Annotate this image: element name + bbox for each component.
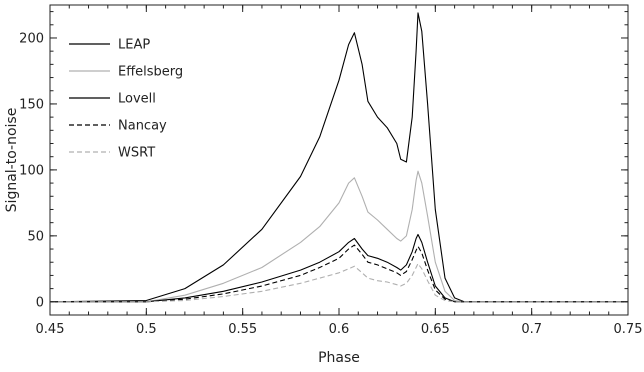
x-tick-label: 0.45: [36, 322, 65, 337]
legend-label-nancay: Nancay: [118, 119, 167, 134]
series-line-lovell: [50, 233, 628, 303]
series-line-leap: [49, 12, 628, 303]
x-axis-ticks: 0.45 0.5 0.55 0.6 0.65 0.7 0.75: [36, 5, 643, 337]
y-tick-label: 150: [19, 97, 44, 112]
x-tick-label: 0.6: [329, 322, 350, 337]
x-tick-label: 0.55: [228, 322, 257, 337]
series-layer: [49, 12, 628, 303]
legend: LEAP Effelsberg Lovell Nancay WSRT: [69, 38, 183, 161]
y-axis-ticks: 0 50 100 150 200: [19, 11, 628, 316]
x-tick-label: 0.5: [136, 322, 157, 337]
x-tick-label: 0.75: [614, 322, 643, 337]
x-axis-label: Phase: [318, 350, 360, 366]
series-line-effelsberg: [50, 170, 628, 303]
y-tick-label: 0: [36, 295, 44, 310]
y-tick-label: 100: [19, 163, 44, 178]
legend-label-leap: LEAP: [118, 38, 150, 53]
y-axis-label: Signal-to-noise: [4, 108, 20, 213]
legend-label-wsrt: WSRT: [118, 146, 155, 161]
y-tick-label: 200: [19, 31, 44, 46]
legend-label-lovell: Lovell: [118, 92, 156, 107]
y-tick-label: 50: [27, 229, 44, 244]
legend-label-effelsberg: Effelsberg: [118, 65, 183, 80]
x-tick-label: 0.7: [521, 322, 542, 337]
series-line-nancay: [50, 244, 628, 303]
series-line-wsrt: [50, 263, 628, 303]
x-tick-label: 0.65: [421, 322, 450, 337]
